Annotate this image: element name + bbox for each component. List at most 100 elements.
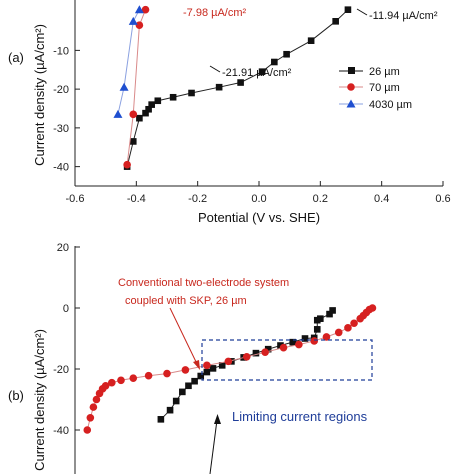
series-70-point: [129, 110, 138, 119]
series-b-skp-point: [218, 362, 226, 369]
series-b-skp-line: [160, 310, 333, 420]
legend-marker-4030: [346, 99, 356, 108]
series-70-point: [135, 21, 144, 29]
series-b-skp-point: [197, 372, 205, 380]
series-b-conv-point: [163, 369, 171, 378]
legend-label-26: 26 µm: [369, 66, 400, 78]
series-b-conv-point: [129, 374, 138, 382]
series-26-point: [148, 101, 155, 108]
series-b-skp-point: [157, 416, 165, 423]
series-26-point: [142, 109, 149, 117]
panel-a-label: (a): [8, 50, 24, 65]
series-70-line: [126, 9, 146, 165]
series-26-point: [215, 83, 223, 91]
panel-b-annotation-line2: coupled with SKP, 26 µm: [125, 295, 247, 307]
series-b-conv-point: [242, 353, 251, 361]
series-b-conv-point: [334, 328, 343, 337]
series-4030-point: [128, 16, 138, 25]
panel-a-y-axis-label: Current density (µA/cm²): [32, 24, 47, 166]
panel-b-y-tick-label: -20: [53, 364, 69, 376]
series-26-point: [129, 138, 137, 145]
series-b-skp-point: [301, 335, 309, 342]
panel-a-annotation-11-94: -11.94 µA/cm²: [369, 10, 438, 22]
panel-a-legend: 26 µm 70 µm 4030 µm: [339, 66, 412, 111]
series-b-conv-point: [83, 426, 92, 434]
panel-b-arrowhead-black: [214, 414, 221, 424]
series-b-conv-point: [279, 343, 288, 352]
panel-a-x-tick-label: 0.2: [313, 193, 328, 205]
series-26-point: [154, 97, 162, 105]
series-b-skp-point: [179, 388, 186, 396]
series-26-point: [145, 105, 152, 113]
series-26-point: [169, 93, 177, 101]
series-26-point: [283, 50, 290, 58]
panel-a-series: [113, 5, 352, 170]
series-b-skp-point: [203, 368, 211, 376]
series-b-conv-point: [322, 333, 331, 341]
series-b-skp-point: [209, 365, 217, 372]
panel-b-annotation-line1: Conventional two-electrode system: [118, 277, 289, 289]
panel-b-ticks: 20 0 -20 -40: [53, 242, 80, 437]
series-26-point: [271, 58, 278, 66]
panel-b-y-tick-label: 0: [63, 303, 69, 315]
panel-a-x-axis-label: Potential (V vs. SHE): [198, 210, 320, 225]
series-b-skp-point: [191, 377, 198, 385]
series-b-conv-point: [92, 395, 101, 404]
series-26-point: [258, 68, 266, 75]
series-26-point: [307, 37, 315, 44]
series-b-skp-point: [252, 349, 260, 357]
panel-a-x-tick-label: 0.6: [435, 193, 450, 205]
panel-b-y-tick-label: 20: [57, 242, 69, 254]
series-b-conv-point: [203, 361, 211, 370]
legend-label-4030: 4030 µm: [369, 99, 412, 111]
legend-marker-70: [347, 83, 355, 91]
panel-a-y-tick-label: -40: [53, 162, 69, 174]
panel-a-annotation-21-91: -21.91 µA/cm²: [222, 67, 292, 79]
series-b-conv-point: [181, 366, 190, 374]
panel-b-label: (b): [8, 388, 24, 403]
series-b-conv-point: [350, 319, 358, 328]
panel-a-y-tick-label: -10: [53, 45, 69, 57]
series-b-skp-point: [172, 397, 180, 405]
panel-a-ticks: -0.6 -0.4 -0.2 0.0 0.2 0.4 0.6 -40 -30 -20 -10: [53, 45, 451, 205]
series-b-skp-point: [166, 406, 174, 414]
panel-b-arrowhead-red: [193, 360, 200, 370]
panel-a-x-tick-label: -0.2: [188, 193, 207, 205]
series-b-skp-point: [185, 382, 192, 390]
series-b-conv-point: [368, 304, 377, 312]
series-4030-line: [117, 9, 140, 115]
panel-b-y-axis-label: Current density (µA/cm²): [32, 329, 47, 471]
panel-b-annotation-arrow: [169, 307, 199, 367]
series-b-conv-point: [117, 376, 125, 385]
series-b-conv-point: [144, 371, 153, 380]
series-b-skp-point: [313, 326, 321, 333]
series-b-conv-point: [224, 357, 233, 366]
series-4030-point: [119, 82, 129, 91]
series-b-skp-point: [264, 345, 272, 353]
series-b-conv-point: [89, 403, 98, 411]
series-26-point: [237, 79, 244, 86]
series-26-point: [188, 89, 195, 97]
series-b-skp-point: [317, 315, 324, 322]
panel-a-x-tick-label: 0.0: [251, 193, 266, 205]
series-b-skp-point: [329, 307, 336, 314]
series-26-point: [136, 114, 143, 122]
legend-label-70: 70 µm: [369, 82, 400, 94]
panel-a-annotation-leader-21-91: [209, 65, 221, 73]
series-b-conv-point: [108, 378, 116, 387]
series-26-point: [332, 18, 339, 25]
series-70-point: [141, 5, 150, 14]
series-70-point: [123, 160, 131, 169]
series-b-skp-point: [289, 338, 297, 346]
legend-marker-26: [348, 67, 355, 74]
series-26-line: [126, 9, 349, 167]
series-b-conv-point: [101, 381, 110, 390]
panel-a-y-tick-label: -20: [53, 84, 69, 96]
limiting-current-box: [201, 339, 373, 381]
panel-a-x-tick-label: -0.6: [66, 193, 85, 205]
panel-b-series: [83, 304, 377, 434]
series-b-conv-point: [310, 337, 319, 345]
panel-b-annotation-limiting: Limiting current regions: [232, 409, 368, 424]
panel-b: 20 0 -20 -40 (b) Current density (µA/cm²) C…: [8, 242, 377, 474]
